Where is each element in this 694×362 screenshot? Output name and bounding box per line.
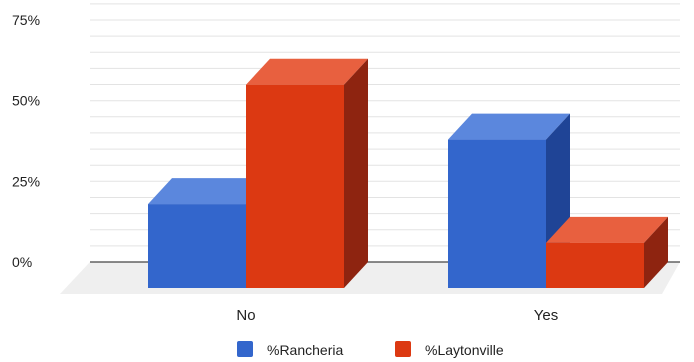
bars <box>148 58 668 288</box>
x-axis-categories: No Yes <box>236 307 558 324</box>
bar-side-face <box>644 216 668 288</box>
y-tick-label: 50% <box>12 93 40 109</box>
bar <box>546 216 668 288</box>
legend-item: %Laytonville <box>395 341 504 358</box>
bar-top-face <box>448 113 570 140</box>
bar-side-face <box>344 58 368 288</box>
y-tick-label: 0% <box>12 254 32 270</box>
legend-label: %Laytonville <box>425 342 504 358</box>
legend: %Rancheria %Laytonville <box>237 341 504 358</box>
legend-label: %Rancheria <box>267 342 343 358</box>
legend-item: %Rancheria <box>237 341 343 358</box>
grid-lines <box>90 3 680 263</box>
x-category-label: Yes <box>534 307 558 324</box>
y-axis-ticks: 0% 25% 50% 75% <box>12 12 40 270</box>
bar-front-face <box>246 84 344 288</box>
bar-front-face <box>448 139 546 288</box>
y-tick-label: 25% <box>12 173 40 189</box>
bar-top-face <box>546 216 668 243</box>
bar <box>246 58 368 288</box>
legend-swatch <box>237 341 253 357</box>
x-category-label: No <box>236 307 255 324</box>
y-tick-label: 75% <box>12 12 40 28</box>
bar-top-face <box>148 178 270 205</box>
bar-front-face <box>546 242 644 288</box>
bar-top-face <box>246 58 368 85</box>
legend-swatch <box>395 341 411 357</box>
bar-front-face <box>148 204 246 288</box>
